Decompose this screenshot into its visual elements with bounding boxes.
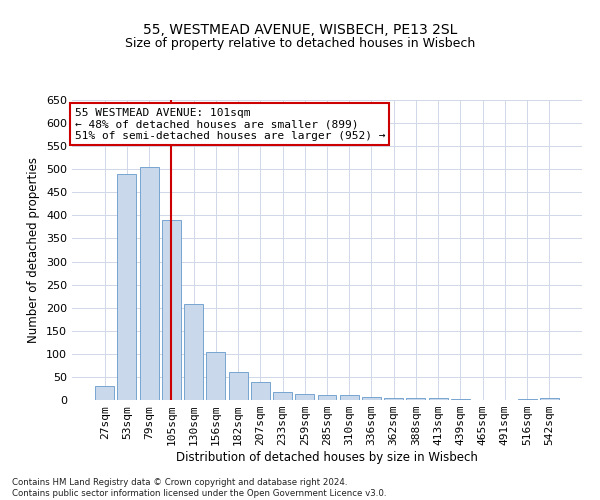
Bar xyxy=(273,392,292,400)
Text: Size of property relative to detached houses in Wisbech: Size of property relative to detached ho… xyxy=(125,38,475,51)
Text: 55 WESTMEAD AVENUE: 101sqm
← 48% of detached houses are smaller (899)
51% of sem: 55 WESTMEAD AVENUE: 101sqm ← 48% of deta… xyxy=(74,108,385,140)
Bar xyxy=(229,372,248,400)
Y-axis label: Number of detached properties: Number of detached properties xyxy=(28,157,40,343)
Bar xyxy=(340,396,359,400)
Bar xyxy=(118,174,136,400)
Bar xyxy=(518,399,536,400)
Bar xyxy=(206,352,225,400)
Bar xyxy=(540,398,559,400)
Bar xyxy=(162,220,181,400)
Bar xyxy=(251,382,270,400)
Bar xyxy=(317,395,337,400)
Bar xyxy=(429,398,448,400)
Bar xyxy=(295,394,314,400)
Bar xyxy=(384,398,403,400)
Bar xyxy=(95,386,114,400)
Text: 55, WESTMEAD AVENUE, WISBECH, PE13 2SL: 55, WESTMEAD AVENUE, WISBECH, PE13 2SL xyxy=(143,22,457,36)
Bar xyxy=(451,399,470,400)
Text: Contains HM Land Registry data © Crown copyright and database right 2024.
Contai: Contains HM Land Registry data © Crown c… xyxy=(12,478,386,498)
Bar xyxy=(406,398,425,400)
Bar xyxy=(140,167,158,400)
X-axis label: Distribution of detached houses by size in Wisbech: Distribution of detached houses by size … xyxy=(176,451,478,464)
Bar xyxy=(362,397,381,400)
Bar xyxy=(184,304,203,400)
